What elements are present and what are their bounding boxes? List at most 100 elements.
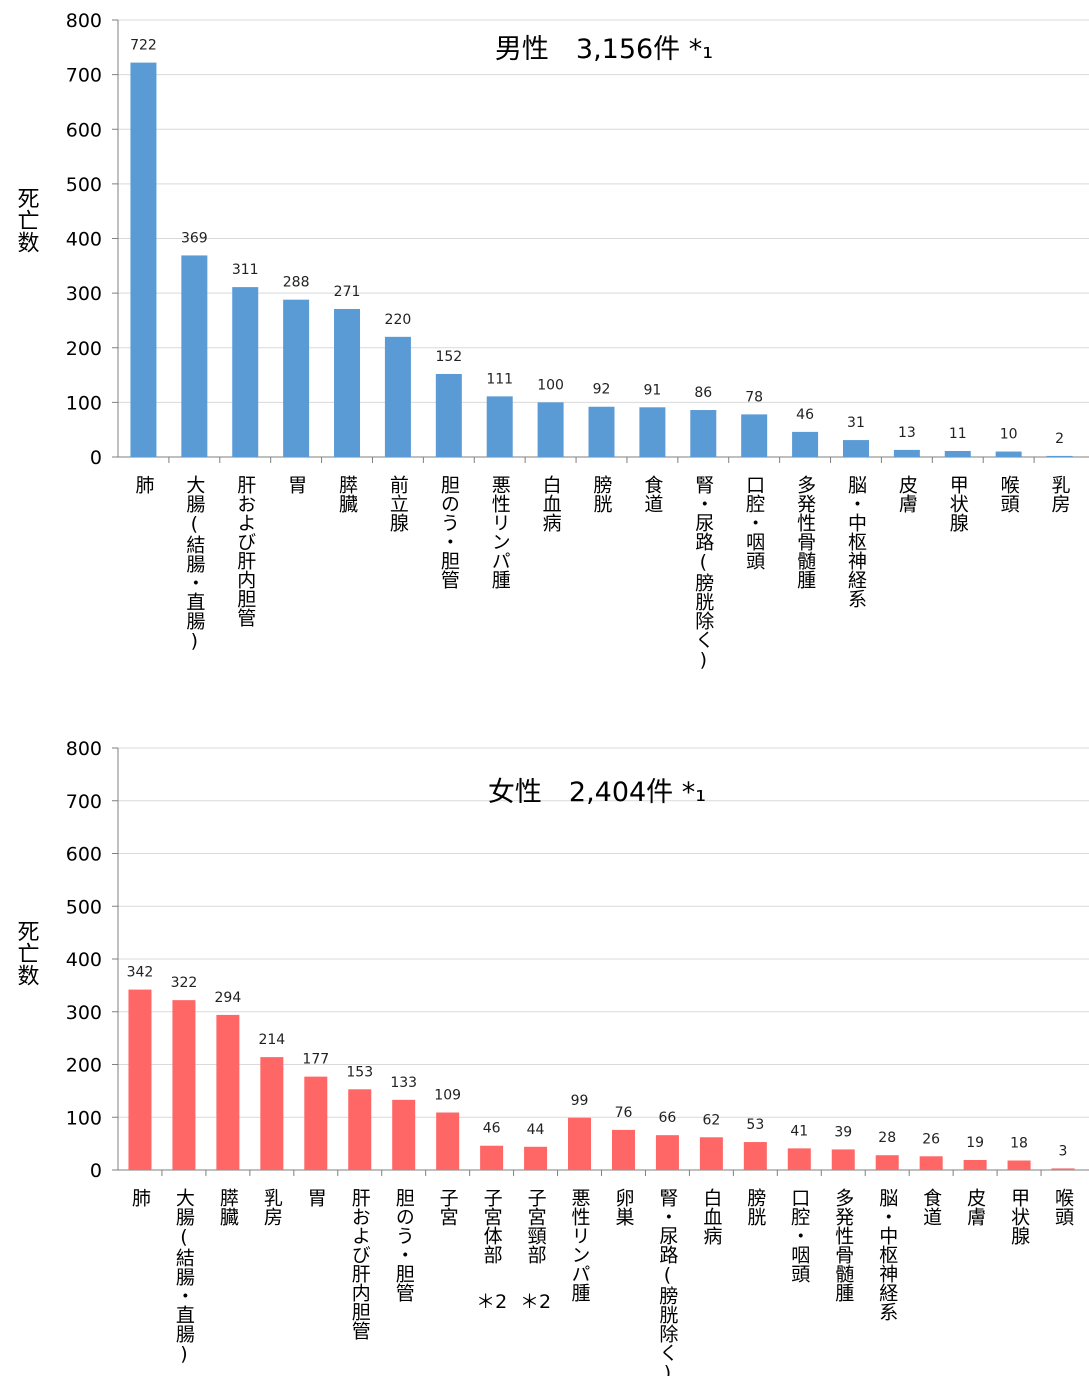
bar	[690, 410, 717, 457]
data-label: 3	[1059, 1143, 1068, 1159]
category-label: 胃	[285, 475, 307, 494]
data-label: 13	[898, 425, 916, 441]
data-label: 39	[834, 1124, 852, 1140]
y-tick-label: 100	[66, 392, 102, 414]
category-label: 脳・中枢神経系	[876, 1188, 898, 1321]
category-label: 多発性骨髄腫	[794, 475, 816, 589]
category-label: 前立腺	[387, 475, 409, 532]
category-label: 甲状腺	[1008, 1188, 1030, 1245]
bar	[611, 1129, 635, 1170]
y-tick-label: 300	[66, 283, 102, 305]
bar	[699, 1137, 723, 1170]
data-label: 46	[483, 1121, 501, 1137]
category-label: 喉頭	[1052, 1188, 1074, 1226]
bar	[568, 1117, 592, 1170]
bar	[655, 1135, 679, 1170]
male-chart: 0 100 200 300 400 500 600 700 800 死亡数 男性 3,156件 *₁…	[14, 10, 1089, 671]
y-tick-label: 400	[66, 229, 102, 251]
category-label: 肝および肝内胆管	[234, 475, 256, 627]
data-label: 2	[1055, 431, 1064, 447]
bar	[130, 62, 157, 458]
y-tick-label: 200	[66, 338, 102, 360]
bar	[743, 1142, 767, 1170]
category-label: 胃	[305, 1188, 327, 1207]
bar	[741, 414, 768, 457]
bar	[232, 287, 259, 457]
data-label: 76	[615, 1105, 633, 1121]
bar	[392, 1099, 416, 1170]
bar	[787, 1148, 811, 1170]
data-label: 28	[878, 1130, 896, 1146]
y-tick-label: 700	[66, 791, 102, 813]
data-label: 11	[949, 426, 967, 442]
category-label: 大腸(結腸・直腸)	[183, 475, 205, 652]
chart-title: 男性 3,156件 *₁	[495, 34, 713, 65]
category-label: 口腔・咽頭	[743, 475, 765, 570]
category-label: 大腸(結腸・直腸)	[173, 1188, 195, 1365]
bar	[384, 336, 411, 457]
data-label: 18	[1010, 1136, 1028, 1152]
data-label: 10	[1000, 427, 1018, 443]
bar	[537, 402, 564, 457]
category-label: 喉頭	[998, 475, 1020, 513]
bar	[875, 1155, 899, 1170]
data-label: 294	[215, 990, 242, 1006]
data-label: 342	[127, 965, 154, 981]
category-label: 腎・尿路(膀胱除く)	[692, 475, 714, 671]
footnote-marker: ＊2	[476, 1291, 507, 1313]
data-label: 46	[796, 407, 814, 423]
category-label: 膵臓	[336, 475, 358, 514]
bar	[588, 406, 615, 457]
y-tick-label: 500	[66, 174, 102, 196]
category-label: 食道	[641, 475, 663, 513]
bar	[963, 1159, 987, 1170]
y-tick-label: 100	[66, 1107, 102, 1129]
bar	[486, 396, 513, 457]
bar	[348, 1089, 372, 1170]
category-label: 子宮体部	[481, 1188, 503, 1264]
y-tick-label: 500	[66, 896, 102, 918]
y-tick-label: 800	[66, 10, 102, 32]
data-label: 66	[659, 1110, 677, 1126]
category-label: 皮膚	[896, 475, 918, 513]
category-label: 白血病	[700, 1188, 722, 1245]
data-label: 26	[922, 1131, 940, 1147]
bar	[436, 1112, 460, 1170]
category-label: 乳房	[1049, 475, 1071, 513]
bar	[1046, 455, 1073, 457]
bar	[944, 450, 971, 457]
y-tick-label: 600	[66, 844, 102, 866]
bar	[639, 407, 666, 457]
y-tick-label: 200	[66, 1055, 102, 1077]
y-axis-label: 死亡数	[14, 920, 40, 986]
data-label: 722	[130, 38, 157, 54]
bar	[1007, 1160, 1031, 1170]
data-label: 288	[283, 275, 310, 291]
category-label: 胆のう・胆管	[393, 1188, 415, 1302]
bar	[304, 1076, 328, 1170]
category-label: 膵臓	[217, 1188, 239, 1227]
bar	[480, 1145, 504, 1170]
bar	[172, 1000, 196, 1170]
bar	[260, 1057, 284, 1170]
data-label: 62	[702, 1112, 720, 1128]
category-label: 白血病	[540, 475, 562, 532]
category-label: 悪性リンパ腫	[489, 475, 511, 589]
bar	[831, 1149, 855, 1170]
bar	[995, 451, 1022, 457]
data-label: 100	[537, 377, 564, 393]
bar	[128, 989, 152, 1170]
category-label: 悪性リンパ腫	[569, 1188, 591, 1302]
category-label: 膀胱	[591, 475, 613, 513]
category-label: 皮膚	[964, 1188, 986, 1226]
data-label: 92	[593, 382, 611, 398]
bar	[842, 440, 869, 457]
category-label: 甲状腺	[947, 475, 969, 532]
data-label: 177	[302, 1052, 329, 1068]
data-label: 271	[334, 284, 361, 300]
data-label: 322	[171, 975, 198, 991]
data-label: 41	[790, 1123, 808, 1139]
data-label: 19	[966, 1135, 984, 1151]
data-label: 44	[527, 1122, 545, 1138]
